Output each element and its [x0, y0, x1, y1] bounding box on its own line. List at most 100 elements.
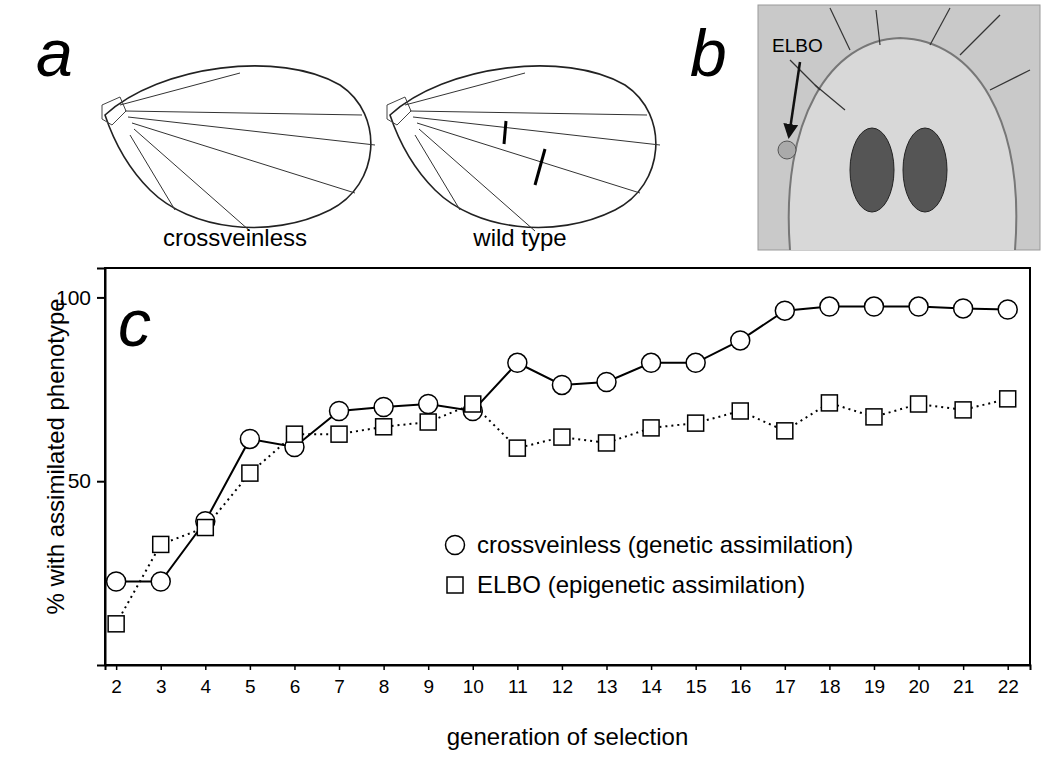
y-tick-mark — [97, 481, 105, 483]
bristle — [930, 8, 950, 45]
data-point — [955, 402, 971, 418]
plot-frame — [105, 268, 1030, 665]
x-tick-mark — [963, 665, 965, 670]
data-point — [777, 423, 793, 439]
wing-vein — [120, 73, 240, 105]
data-point — [820, 297, 839, 316]
x-tick: 6 — [290, 665, 301, 697]
data-point — [419, 395, 438, 414]
wing-drawing — [102, 66, 375, 231]
x-tick-label: 7 — [334, 676, 345, 697]
x-axis: 2345678910111213141516171819202122 — [106, 665, 1031, 697]
x-tick: 12 — [552, 665, 573, 697]
x-tick: 16 — [730, 665, 751, 697]
data-point — [821, 395, 837, 411]
wing-vein — [405, 73, 525, 105]
x-tick-mark — [517, 665, 519, 670]
data-point — [866, 409, 882, 425]
data-point — [240, 429, 259, 448]
data-point — [286, 426, 302, 442]
x-tick-mark — [695, 665, 697, 670]
x-tick: 19 — [864, 665, 885, 697]
wing-outline — [390, 66, 656, 228]
data-point — [509, 440, 525, 456]
x-tick-mark — [250, 665, 252, 670]
panel-label: a — [36, 16, 73, 90]
legend: crossveinless (genetic assimilation) ELBO… — [446, 531, 854, 598]
plot-area — [107, 297, 1018, 632]
arrow — [789, 62, 800, 136]
x-tick: 8 — [379, 665, 390, 697]
eye — [903, 128, 947, 212]
panel-label: c — [118, 286, 151, 360]
data-point — [242, 465, 258, 481]
x-tick-label: 3 — [156, 676, 167, 697]
data-point — [151, 572, 170, 591]
y-axis-line — [97, 269, 106, 666]
x-tick-mark — [918, 665, 920, 670]
x-tick-label: 6 — [290, 676, 301, 697]
x-tick: 17 — [775, 665, 796, 697]
x-tick-label: 20 — [908, 676, 929, 697]
x-tick-label: 18 — [819, 676, 840, 697]
series-line — [116, 307, 1008, 582]
x-tick: 22 — [998, 665, 1019, 697]
wing-drawing — [387, 66, 660, 231]
data-point — [331, 426, 347, 442]
data-point — [554, 429, 570, 445]
panel-label: b — [690, 16, 727, 90]
x-tick: 10 — [463, 665, 484, 697]
data-point — [376, 419, 392, 435]
photo-background — [758, 5, 1040, 250]
bristle — [830, 8, 850, 50]
x-tick-mark — [160, 665, 162, 670]
x-tick-mark — [606, 665, 608, 670]
y-axis-title: % with assimilated phenotype — [42, 298, 69, 614]
x-tick-mark — [116, 665, 118, 670]
series-line — [116, 399, 1008, 624]
legend-label: ELBO (epigenetic assimilation) — [477, 571, 805, 598]
data-point — [954, 299, 973, 318]
x-tick: 2 — [111, 665, 122, 697]
data-point — [599, 435, 615, 451]
wing-vein — [413, 117, 660, 145]
data-point — [998, 300, 1017, 319]
data-point — [107, 572, 126, 591]
x-tick-mark — [428, 665, 430, 670]
wing-caption: wild type — [472, 224, 566, 251]
x-tick-label: 19 — [864, 676, 885, 697]
wing-vein — [134, 129, 250, 231]
y-tick: 50 — [68, 469, 105, 492]
data-point — [864, 297, 883, 316]
bristle — [815, 85, 845, 110]
x-tick-label: 8 — [379, 676, 390, 697]
x-tick-mark — [1007, 665, 1009, 670]
data-point — [153, 536, 169, 552]
crossvein — [504, 121, 506, 144]
x-tick-mark — [294, 665, 296, 670]
data-point — [775, 301, 794, 320]
data-point — [420, 414, 436, 430]
wing-vein — [415, 135, 460, 210]
x-tick: 13 — [596, 665, 617, 697]
x-tick-label: 4 — [201, 676, 212, 697]
wing-vein — [128, 117, 375, 145]
x-tick: 15 — [686, 665, 707, 697]
head-outline — [789, 38, 1017, 250]
x-tick-label: 11 — [508, 676, 528, 697]
x-tick: 21 — [953, 665, 974, 697]
data-point — [643, 420, 659, 436]
wing-vein — [419, 129, 535, 231]
legend-label: crossveinless (genetic assimilation) — [477, 531, 853, 558]
data-point — [374, 397, 393, 416]
y-tick-label: 50 — [68, 469, 91, 492]
x-tick-mark — [205, 665, 207, 670]
bristle — [990, 70, 1030, 90]
x-tick: 14 — [641, 665, 663, 697]
x-tick-mark — [785, 665, 787, 670]
x-tick-mark — [562, 665, 564, 670]
data-point — [686, 353, 705, 372]
x-tick-mark — [339, 665, 341, 670]
x-tick: 3 — [156, 665, 167, 697]
wing-vein — [125, 111, 362, 115]
